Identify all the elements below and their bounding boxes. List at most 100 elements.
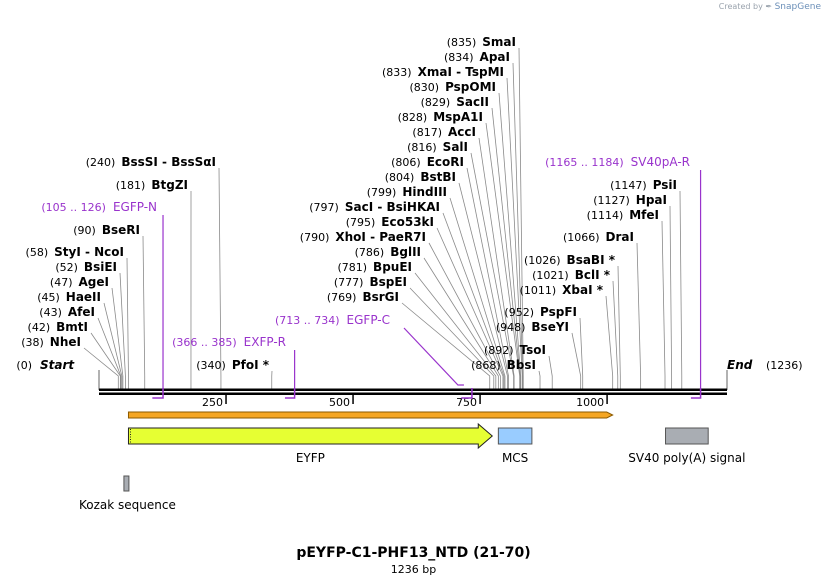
site-name: AfeI (68, 305, 95, 319)
site-position: (1147) (610, 179, 647, 192)
ruler-tick-label: 250 (202, 396, 223, 409)
site-leader-line (442, 212, 505, 390)
site-name: BsaBI * (567, 253, 616, 267)
site-position: (804) (385, 171, 415, 184)
site-name: PspOMI (445, 80, 496, 94)
primer-name: SV40pA-R (631, 155, 690, 169)
primer-range: (366 .. 385) (172, 336, 237, 349)
feature-label: MCS (502, 451, 528, 465)
feature-box (665, 427, 709, 445)
site-name: MspA1I (433, 110, 483, 124)
primer-mark (461, 388, 473, 399)
dna-backbone (99, 388, 727, 395)
ruler: 250 500 750 1000 (202, 395, 608, 409)
site-position: (835) (447, 36, 477, 49)
sequence-length: 1236 bp (390, 563, 437, 576)
site-name: BbsI (507, 358, 536, 372)
site-leader-line (414, 272, 497, 390)
site-name: AgeI (79, 275, 109, 289)
site-name: StyI - NcoI (54, 245, 124, 259)
credit-brand: SnapGene (774, 2, 821, 12)
site-name: BpuEI (373, 260, 412, 274)
sequence-title: pEYFP-C1-PHF13_NTD (21-70) (296, 545, 531, 561)
site-position: (816) (407, 141, 437, 154)
site-leader-line (401, 302, 491, 390)
site-leader-line (612, 280, 619, 390)
site-position: (769) (327, 291, 357, 304)
site-position: (786) (355, 246, 385, 259)
site-position: (795) (346, 216, 376, 229)
site-position: (1127) (593, 194, 630, 207)
feature-eyfp-arrow (127, 422, 494, 450)
site-name: ApaI (480, 50, 510, 64)
site-name: BglII (390, 245, 421, 259)
feature-label: Kozak sequence (79, 498, 176, 512)
site-position: (1114) (587, 209, 624, 222)
site-leader-line (571, 332, 582, 390)
site-leader-line (409, 287, 495, 390)
feature-kozak-box (123, 475, 130, 492)
site-name: NheI (50, 335, 81, 349)
primer-leader (403, 327, 464, 386)
site-position: (948) (496, 321, 526, 334)
site-leader-line (97, 317, 122, 390)
primer-mark (152, 388, 164, 399)
site-position: (868) (471, 359, 501, 372)
site-position: (806) (391, 156, 421, 169)
site-name: BstBI (420, 170, 456, 184)
site-position: (43) (39, 306, 62, 319)
site-position: (1011) (520, 284, 557, 297)
site-position: (777) (334, 276, 364, 289)
site-name: TsoI (520, 343, 546, 357)
site-name: SacII (456, 95, 489, 109)
primer-range: (1165 .. 1184) (545, 156, 624, 169)
site-name: BmtI (56, 320, 88, 334)
site-leader-line (436, 227, 504, 390)
site-name: EcoRI (427, 155, 464, 169)
backbone-strand-bottom (99, 392, 727, 395)
site-leader-line (90, 332, 121, 390)
site-leader-line (428, 242, 501, 390)
site-leader-line (83, 347, 119, 390)
site-name: DraI (606, 230, 634, 244)
site-name: XbaI * (562, 283, 604, 297)
site-name: AccI (448, 125, 476, 139)
site-leader-line (512, 62, 524, 390)
site-name: PfoI * (232, 358, 270, 372)
site-name: SmaI (482, 35, 516, 49)
backbone-strand-top (99, 388, 727, 391)
site-leader-line (423, 257, 499, 390)
site-leader-line (669, 205, 673, 390)
site-leader-line (579, 317, 584, 390)
site-position: (38) (21, 336, 44, 349)
primers: EGFP-N (105 .. 126) EXFP-R (366 .. 385) EGFP… (41, 155, 702, 399)
ruler-tick-label: 750 (456, 396, 477, 409)
start-label: Start (40, 358, 75, 372)
feature-box (497, 427, 533, 445)
restriction-sites: NheI (38) BmtI (42) AfeI (43) HaeII (45) AgeI (47… (21, 35, 677, 372)
primer-name: EGFP-N (113, 200, 157, 214)
site-name: BtgZI (151, 178, 188, 192)
site-position: (340) (196, 359, 226, 372)
site-leader-line (103, 302, 123, 390)
orf-track (127, 411, 614, 419)
sequence-ends: (0) Start End (1236) (16, 358, 802, 372)
site-position: (1021) (532, 269, 569, 282)
site-leader-line (491, 107, 521, 390)
site-position: (830) (409, 81, 439, 94)
site-position: (892) (484, 344, 514, 357)
features: EYFP MCS SV40 poly(A) signal Kozak sequence (79, 422, 745, 512)
site-name: XmaI - TspMI (418, 65, 504, 79)
site-position: (797) (309, 201, 339, 214)
site-position: (58) (26, 246, 49, 259)
site-position: (952) (504, 306, 534, 319)
primer-range: (713 .. 734) (275, 314, 340, 327)
site-leader-line (218, 167, 222, 390)
site-leader-line (119, 272, 126, 390)
site-leader-line (661, 220, 666, 390)
site-leader-line (538, 370, 541, 390)
site-leader-line (142, 235, 146, 390)
site-position: (828) (398, 111, 428, 124)
ruler-tick-label: 500 (329, 396, 350, 409)
